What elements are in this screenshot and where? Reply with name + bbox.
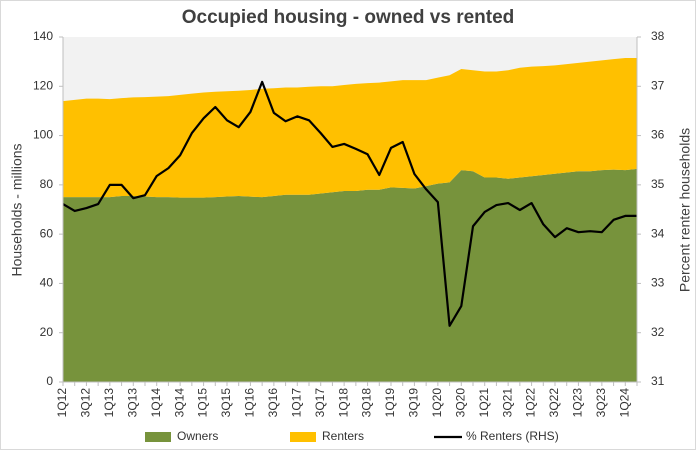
x-tick-label: 3Q18	[360, 388, 374, 418]
x-tick-label: 1Q13	[102, 388, 116, 418]
legend-swatch	[290, 432, 316, 442]
x-tick-label: 3Q16	[266, 388, 280, 418]
x-tick-label: 3Q23	[594, 388, 608, 418]
legend-label: Renters	[322, 429, 364, 443]
y-tick-label: 20	[40, 325, 54, 339]
legend-label: Owners	[177, 429, 218, 443]
y2-tick-label: 32	[651, 325, 665, 339]
x-tick-label: 3Q21	[500, 388, 514, 418]
x-tick-label: 3Q20	[453, 388, 467, 418]
y-tick-label: 120	[33, 78, 53, 92]
y-tick-label: 140	[33, 29, 53, 43]
x-tick-label: 3Q22	[547, 388, 561, 418]
x-tick-label: 1Q17	[289, 388, 303, 418]
x-tick-label: 1Q21	[477, 388, 491, 418]
y-axis-label: Households - millions	[9, 143, 25, 276]
y-tick-label: 40	[40, 276, 54, 290]
x-tick-label: 1Q12	[55, 388, 69, 418]
x-tick-label: 3Q17	[313, 388, 327, 418]
x-tick-label: 1Q18	[336, 388, 350, 418]
chart-title: Occupied housing - owned vs rented	[182, 7, 515, 28]
y-tick-label: 0	[46, 374, 53, 388]
y2-tick-label: 31	[651, 374, 665, 388]
x-tick-label: 3Q19	[407, 388, 421, 418]
line	[62, 80, 637, 327]
x-tick-label: 1Q14	[149, 388, 163, 418]
area	[63, 168, 637, 382]
legend-swatch	[145, 432, 171, 442]
area	[63, 57, 637, 198]
x-tick-label: 3Q14	[172, 388, 186, 418]
y2-tick-label: 34	[651, 226, 665, 240]
y2-tick-label: 36	[651, 128, 665, 142]
y2-axis-label: Percent renter households	[677, 128, 693, 292]
y2-tick-label: 37	[651, 78, 665, 92]
x-tick-label: 1Q20	[430, 388, 444, 418]
y-tick-label: 80	[40, 177, 54, 191]
y2-tick-label: 33	[651, 276, 665, 290]
legend-label: % Renters (RHS)	[466, 429, 559, 443]
x-tick-label: 1Q24	[617, 388, 631, 418]
x-tick-label: 3Q15	[219, 388, 233, 418]
y2-tick-label: 35	[651, 177, 665, 191]
y2-tick-label: 38	[651, 29, 665, 43]
x-tick-label: 1Q16	[243, 388, 257, 418]
x-tick-label: 1Q23	[571, 388, 585, 418]
x-tick-label: 3Q12	[79, 388, 93, 418]
x-tick-label: 1Q15	[196, 388, 210, 418]
y-tick-label: 60	[40, 226, 54, 240]
x-tick-label: 1Q19	[383, 388, 397, 418]
x-tick-label: 3Q13	[125, 388, 139, 418]
x-tick-label: 1Q22	[524, 388, 538, 418]
y-tick-label: 100	[33, 128, 53, 142]
